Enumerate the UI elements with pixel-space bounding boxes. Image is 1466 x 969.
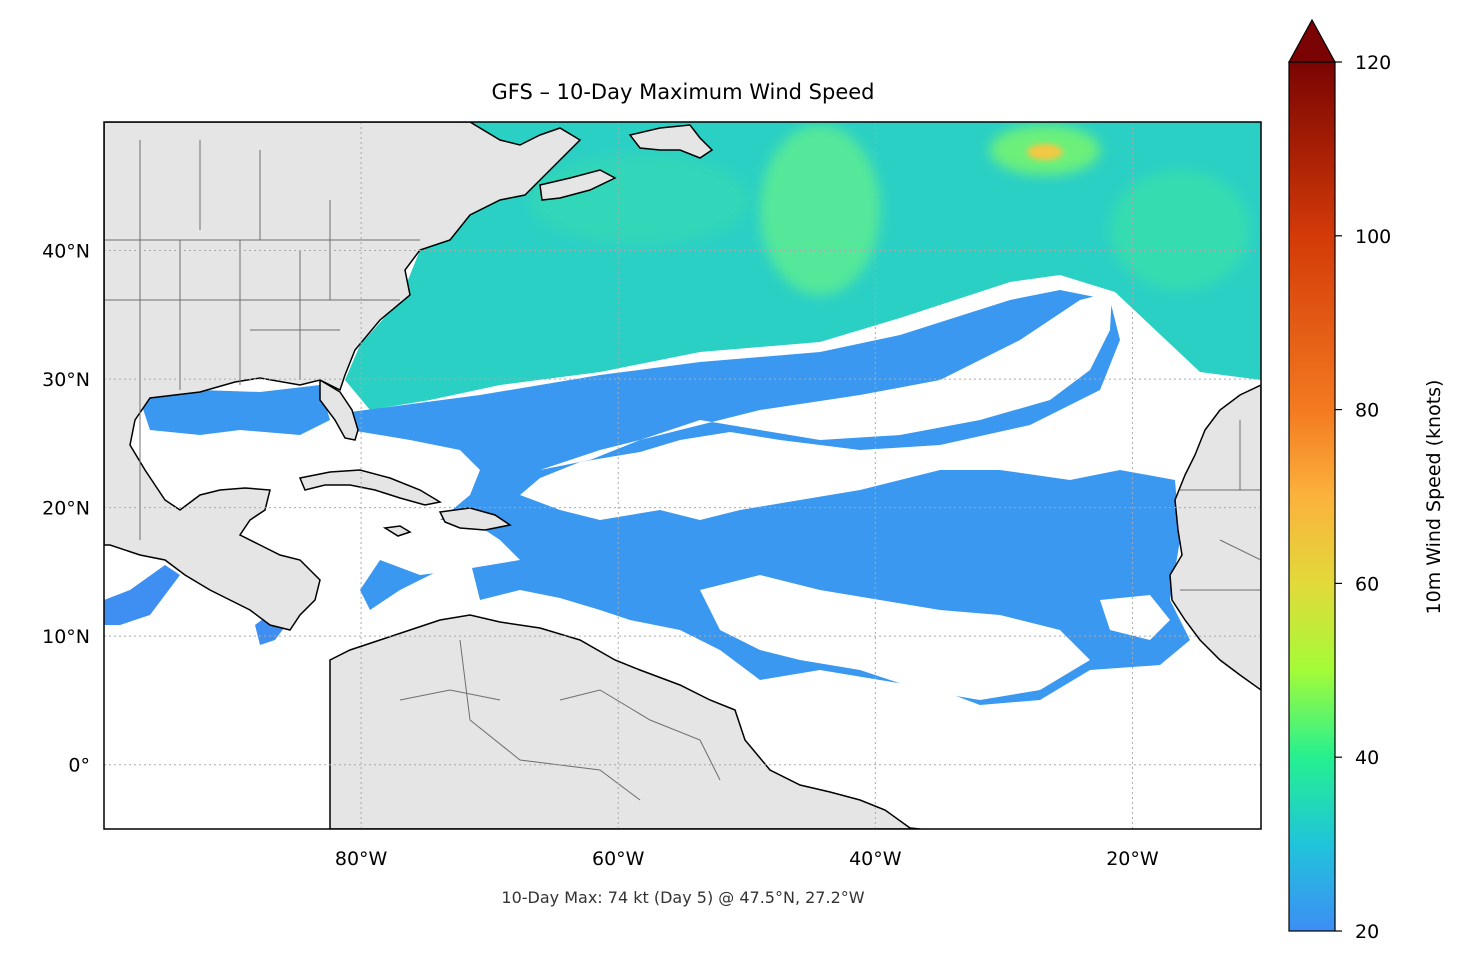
footer-annotation: 10-Day Max: 74 kt (Day 5) @ 47.5°N, 27.2… — [501, 888, 864, 907]
y-tick-label: 10°N — [42, 626, 90, 648]
x-tick-label: 20°W — [1106, 848, 1159, 870]
land-hispaniola — [438, 507, 512, 531]
colorbar-label: 10m Wind Speed (knots) — [1423, 380, 1445, 615]
y-tick-label: 0° — [68, 755, 90, 777]
x-tick-label: 80°W — [335, 848, 388, 870]
colorbar-tick-label: 120 — [1355, 52, 1391, 74]
colorbar-tick-label: 60 — [1355, 573, 1379, 595]
wind-region-high-4 — [530, 155, 750, 245]
colorbar-frame — [1288, 61, 1336, 932]
wind-region-high-1 — [760, 125, 880, 295]
colorbar-tick-label: 100 — [1355, 226, 1391, 248]
land-north-america — [104, 122, 582, 631]
land-newfoundland — [628, 124, 714, 159]
x-tick-label: 60°W — [592, 848, 645, 870]
colorbar-tick-label: 80 — [1355, 400, 1379, 422]
land-africa — [1169, 384, 1261, 691]
y-tick-label: 40°N — [42, 241, 90, 263]
y-axis-ticks: 40°N 30°N 20°N 10°N 0° — [42, 241, 90, 777]
colorbar-fill — [1289, 62, 1335, 931]
map-frame — [103, 121, 1262, 830]
wind-region-gulf — [140, 385, 330, 435]
y-tick-label: 30°N — [42, 369, 90, 391]
calm-region-central-atlantic — [540, 292, 1112, 470]
land-florida — [319, 378, 359, 441]
wind-field — [104, 122, 1261, 705]
colorbar: 20 40 60 80 100 120 10m Wind Speed (knots) — [1287, 18, 1445, 943]
chart-title: GFS – 10-Day Maximum Wind Speed — [491, 80, 874, 104]
land-masses — [104, 122, 1261, 829]
land-cuba — [298, 469, 443, 506]
colorbar-extend-arrow — [1287, 18, 1337, 63]
y-tick-label: 20°N — [42, 498, 90, 520]
calm-region-southeast — [1100, 595, 1170, 640]
wind-peak-marker — [1027, 144, 1063, 160]
calm-region-caribbean — [380, 520, 520, 575]
x-tick-label: 40°W — [849, 848, 902, 870]
wind-region-high-3 — [1110, 170, 1250, 290]
colorbar-tick-label: 20 — [1355, 921, 1379, 943]
map-panel — [103, 121, 1262, 830]
x-axis-ticks: 80°W 60°W 40°W 20°W — [335, 848, 1159, 870]
land-jamaica — [382, 525, 412, 537]
land-nova-scotia — [539, 169, 617, 201]
calm-region-south — [700, 575, 1090, 700]
wind-region-southwest — [104, 565, 180, 625]
colorbar-tick-label: 40 — [1355, 747, 1379, 769]
political-borders — [104, 140, 1261, 801]
colorbar-ticks: 20 40 60 80 100 120 — [1335, 52, 1391, 943]
land-south-america — [329, 614, 921, 829]
